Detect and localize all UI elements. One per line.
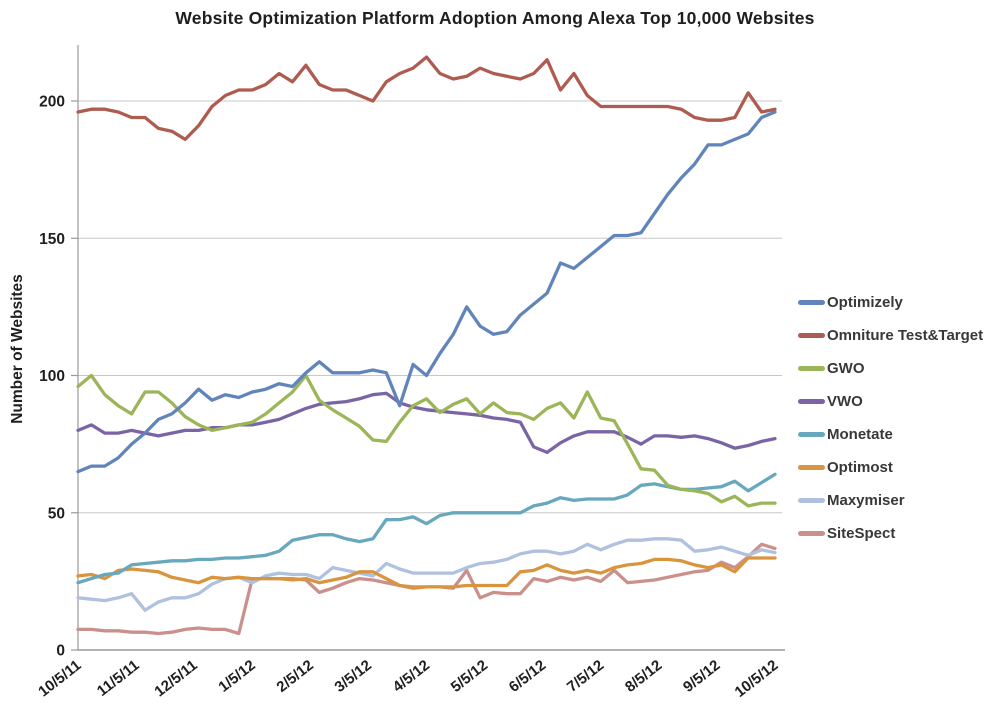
legend-label-optimost: Optimost — [827, 459, 893, 476]
y-tick-label: 150 — [39, 231, 65, 248]
series-line-omniture-test-target — [76, 55, 777, 142]
legend-label-omniture-test-target: Omniture Test&Target — [827, 327, 984, 344]
legend-item-optimost: Optimost — [798, 451, 983, 484]
x-tick-label: 6/5/12 — [506, 657, 549, 696]
x-tick-label: 12/5/11 — [151, 657, 200, 701]
legend-item-vwo: VWO — [798, 385, 983, 418]
legend-label-optimizely: Optimizely — [827, 294, 903, 311]
legend-label-sitespect: SiteSpect — [827, 525, 896, 542]
series-line-optimost — [76, 556, 777, 590]
legend-swatch-optimost — [798, 465, 825, 470]
series-line-sitespect — [76, 542, 777, 636]
x-tick-label: 9/5/12 — [680, 657, 723, 696]
x-tick-label: 10/5/12 — [732, 657, 782, 701]
x-tick-label: 1/5/12 — [215, 657, 258, 696]
x-tick-label: 5/5/12 — [448, 657, 491, 696]
legend-swatch-optimizely — [798, 300, 825, 305]
x-tick-label: 10/5/11 — [35, 657, 84, 701]
x-tick-label: 2/5/12 — [273, 657, 316, 696]
legend-swatch-vwo — [798, 399, 825, 404]
legend-swatch-omniture-test-target — [798, 333, 825, 338]
y-tick-label: 200 — [39, 94, 65, 111]
legend-item-optimizely: Optimizely — [798, 286, 983, 319]
x-tick-label: 11/5/11 — [94, 657, 143, 700]
legend-swatch-gwo — [798, 366, 825, 371]
chart-title: Website Optimization Platform Adoption A… — [175, 8, 815, 28]
series-line-vwo — [76, 391, 777, 455]
legend-swatch-monetate — [798, 432, 825, 437]
legend-item-monetate: Monetate — [798, 418, 983, 451]
legend-label-gwo: GWO — [827, 360, 865, 377]
legend-label-maxymiser: Maxymiser — [827, 492, 905, 509]
y-tick-label: 0 — [56, 643, 65, 660]
series-line-gwo — [76, 373, 777, 508]
legend-label-vwo: VWO — [827, 393, 863, 410]
x-tick-label: 8/5/12 — [622, 657, 665, 696]
legend-item-omniture-test-target: Omniture Test&Target — [798, 319, 983, 352]
legend-item-gwo: GWO — [798, 352, 983, 385]
x-tick-label: 3/5/12 — [332, 657, 375, 696]
y-tick-label: 50 — [48, 505, 65, 522]
legend-swatch-sitespect — [798, 531, 825, 536]
series-line-maxymiser — [76, 537, 777, 612]
y-tick-label: 100 — [39, 368, 65, 385]
series-line-optimizely — [76, 110, 777, 474]
legend-item-sitespect: SiteSpect — [798, 517, 983, 550]
legend-item-maxymiser: Maxymiser — [798, 484, 983, 517]
series-line-monetate — [76, 472, 777, 585]
legend: Optimizely Omniture Test&Target GWO VWO Mone… — [798, 286, 983, 550]
legend-swatch-maxymiser — [798, 498, 825, 503]
legend-label-monetate: Monetate — [827, 426, 893, 443]
x-tick-label: 4/5/12 — [390, 657, 433, 696]
x-tick-label: 7/5/12 — [564, 657, 607, 696]
